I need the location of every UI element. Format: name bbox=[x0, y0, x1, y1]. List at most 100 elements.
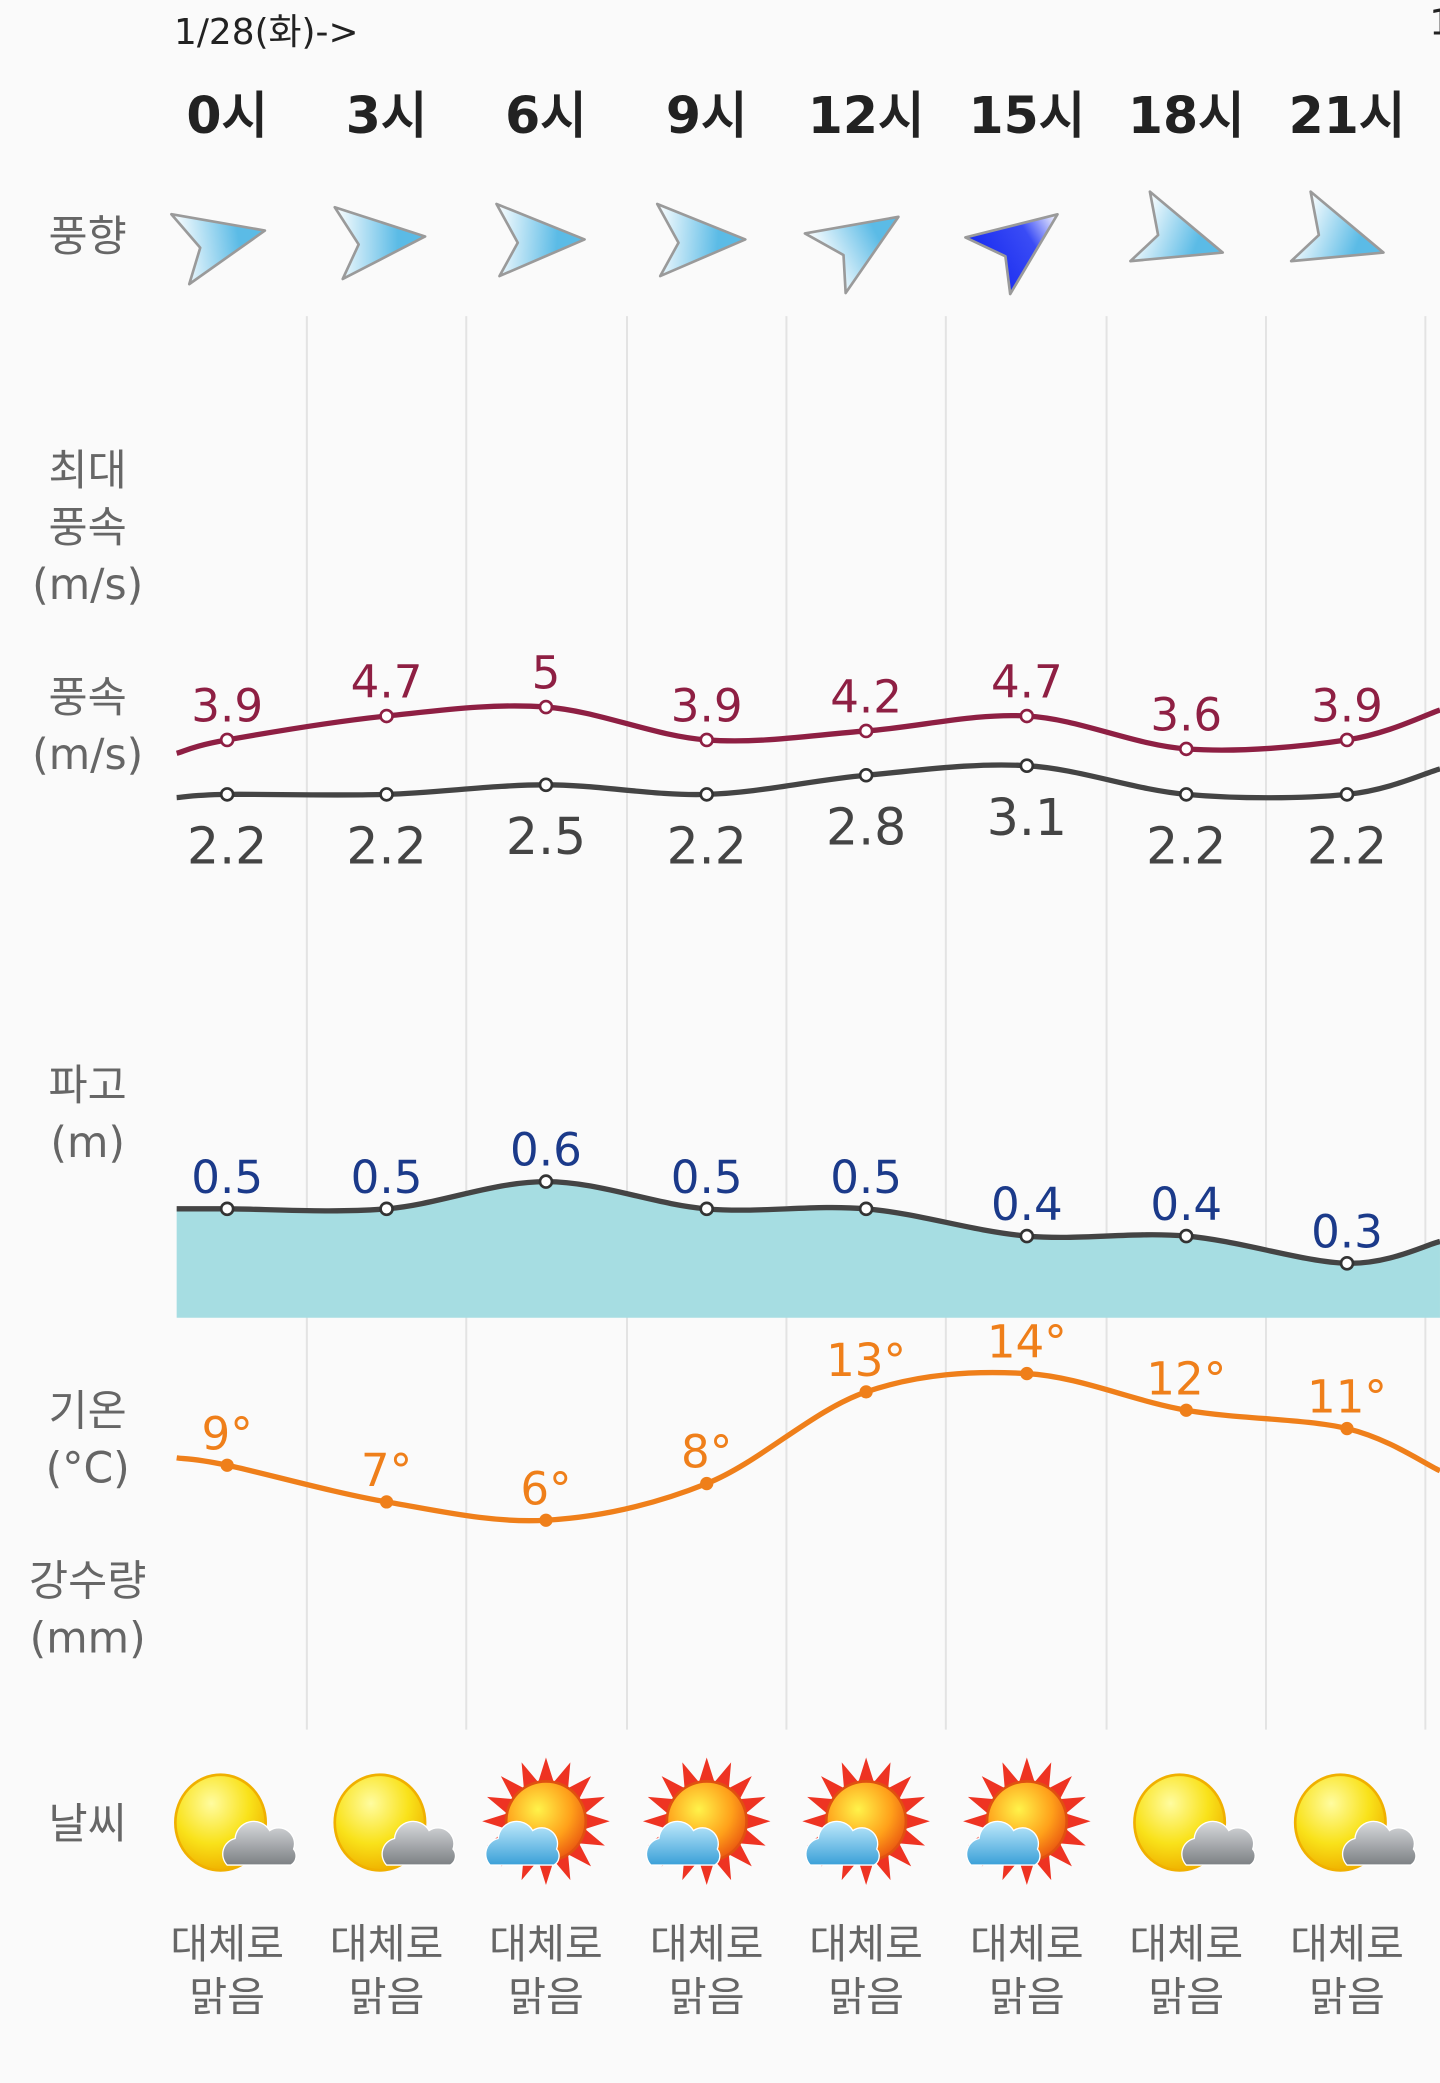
temperature-value-label: 6° bbox=[520, 1462, 571, 1515]
wind-speed-line bbox=[176, 762, 1440, 801]
max-wind-point bbox=[1339, 732, 1355, 748]
wind-speed-value-label: 2.8 bbox=[826, 797, 906, 856]
wind-speed-value-label: 2.2 bbox=[187, 816, 267, 875]
max-wind-point bbox=[538, 699, 554, 715]
weather-text-line: 맑음 bbox=[988, 1974, 1065, 2022]
max-wind-value-label: 3.9 bbox=[671, 679, 743, 732]
wind-direction-arrow-icon bbox=[803, 215, 900, 295]
max-wind-value-label: 5 bbox=[532, 646, 561, 699]
wave-line bbox=[176, 1178, 1440, 1266]
weather-text-line: 대체로 bbox=[809, 1920, 923, 1969]
max-wind-point bbox=[858, 723, 874, 739]
wave-point bbox=[538, 1174, 554, 1189]
label-wave: 파고 (m) bbox=[0, 1057, 175, 1171]
hour-label: 18시 bbox=[1127, 86, 1245, 145]
temperature-value-label: 9° bbox=[202, 1407, 253, 1460]
weather-description: 대체로 맑음 bbox=[466, 1918, 625, 2024]
temperature-point bbox=[1340, 1421, 1354, 1436]
weather-text-line: 맑음 bbox=[1148, 1974, 1225, 2022]
wave-point bbox=[699, 1201, 715, 1217]
sun-cloud-icon bbox=[333, 1773, 457, 1872]
temperature-value-label: 14° bbox=[987, 1316, 1067, 1369]
wave-value-label: 0.4 bbox=[991, 1178, 1063, 1231]
wave-point bbox=[1178, 1228, 1194, 1244]
temperature-value-label: 11° bbox=[1307, 1371, 1387, 1424]
max-wind-value-label: 3.9 bbox=[1311, 679, 1383, 732]
label-line: (m/s) bbox=[32, 559, 144, 610]
label-max-wind: 최대 풍속 (m/s) bbox=[0, 442, 175, 613]
wind-direction-arrow-icon bbox=[1289, 190, 1385, 263]
weather-description: 대체로 맑음 bbox=[786, 1918, 945, 2024]
sun-cloud-icon bbox=[1293, 1773, 1417, 1872]
wind-speed-point bbox=[538, 777, 554, 793]
max-wind-value-label: 4.2 bbox=[830, 670, 902, 723]
weather-text-line: 대체로 bbox=[170, 1920, 284, 1969]
weather-text-line: 맑음 bbox=[668, 1974, 745, 2022]
max-wind-value-label: 3.6 bbox=[1150, 688, 1222, 741]
wind-speed-value-label: 2.2 bbox=[667, 816, 747, 875]
bright-sun-cloud-icon bbox=[482, 1757, 610, 1885]
label-precipitation: 강수량 (mm) bbox=[0, 1553, 175, 1667]
wind-speed-point bbox=[379, 787, 394, 802]
label-line: (mm) bbox=[29, 1612, 146, 1664]
temperature-value-label: 8° bbox=[681, 1426, 732, 1479]
weather-text-line: 대체로 bbox=[1290, 1920, 1404, 1969]
wind-speed-value-label: 2.2 bbox=[346, 816, 426, 875]
temperature-value-label: 12° bbox=[1146, 1352, 1226, 1405]
sun-cloud-icon bbox=[174, 1773, 297, 1872]
label-line: 최대 bbox=[48, 445, 127, 496]
wind-speed-point bbox=[1178, 787, 1194, 802]
wave-value-label: 0.5 bbox=[351, 1151, 423, 1204]
weather-text-line: 맑음 bbox=[189, 1974, 266, 2022]
wave-value-label: 0.5 bbox=[830, 1151, 902, 1204]
label-line: 풍속 bbox=[48, 672, 127, 723]
temperature-line bbox=[176, 1369, 1440, 1524]
wind-direction-arrow-icon bbox=[495, 202, 586, 278]
weather-text-line: 대체로 bbox=[970, 1920, 1084, 1969]
wave-point bbox=[1339, 1256, 1355, 1271]
weather-text-line: 대체로 bbox=[649, 1920, 764, 1969]
wave-value-label: 0.4 bbox=[1150, 1178, 1222, 1231]
hour-label: 9시 bbox=[665, 86, 748, 145]
wind-direction-arrow-icon bbox=[170, 212, 267, 286]
weather-text-line: 대체로 bbox=[1129, 1920, 1244, 1969]
wave-point bbox=[858, 1201, 874, 1217]
wave-point bbox=[379, 1201, 394, 1217]
max-wind-point bbox=[379, 708, 394, 724]
hour-label: 0시 bbox=[186, 86, 268, 145]
next-date-label: 1 bbox=[1429, 3, 1440, 44]
label-line: (m/s) bbox=[32, 729, 144, 780]
label-line: (°C) bbox=[45, 1442, 130, 1494]
label-wind-direction: 풍향 bbox=[48, 211, 127, 262]
weather-text-line: 대체로 bbox=[489, 1920, 603, 1969]
bright-sun-cloud-icon bbox=[642, 1757, 771, 1885]
sun-cloud-icon bbox=[1133, 1773, 1256, 1872]
temperature-value-label: 13° bbox=[826, 1334, 906, 1387]
hour-label: 6시 bbox=[505, 86, 587, 145]
temperature-point bbox=[859, 1385, 873, 1399]
temperature-point bbox=[379, 1495, 394, 1509]
label-line: 풍속 bbox=[48, 502, 127, 553]
temperature-value-label: 7° bbox=[361, 1444, 412, 1497]
weather-description: 대체로 맑음 bbox=[307, 1918, 466, 2024]
wind-speed-point bbox=[699, 787, 715, 802]
max-wind-value-label: 3.9 bbox=[191, 679, 263, 732]
wind-direction-arrow-icon bbox=[1129, 190, 1225, 263]
wave-point bbox=[219, 1201, 235, 1217]
wind-direction-arrow-icon bbox=[333, 205, 427, 281]
label-line: 기온 bbox=[48, 1385, 127, 1437]
max-wind-line bbox=[175, 703, 1440, 756]
temperature-point bbox=[700, 1476, 714, 1491]
max-wind-value-label: 4.7 bbox=[991, 655, 1063, 708]
wind-direction-arrow-icon bbox=[655, 202, 747, 278]
max-wind-point bbox=[1019, 708, 1035, 724]
label-wind-speed: 풍속 (m/s) bbox=[0, 670, 175, 784]
wave-value-label: 0.5 bbox=[191, 1151, 263, 1204]
hour-label: 21시 bbox=[1288, 86, 1406, 145]
hour-label: 3시 bbox=[345, 86, 428, 145]
